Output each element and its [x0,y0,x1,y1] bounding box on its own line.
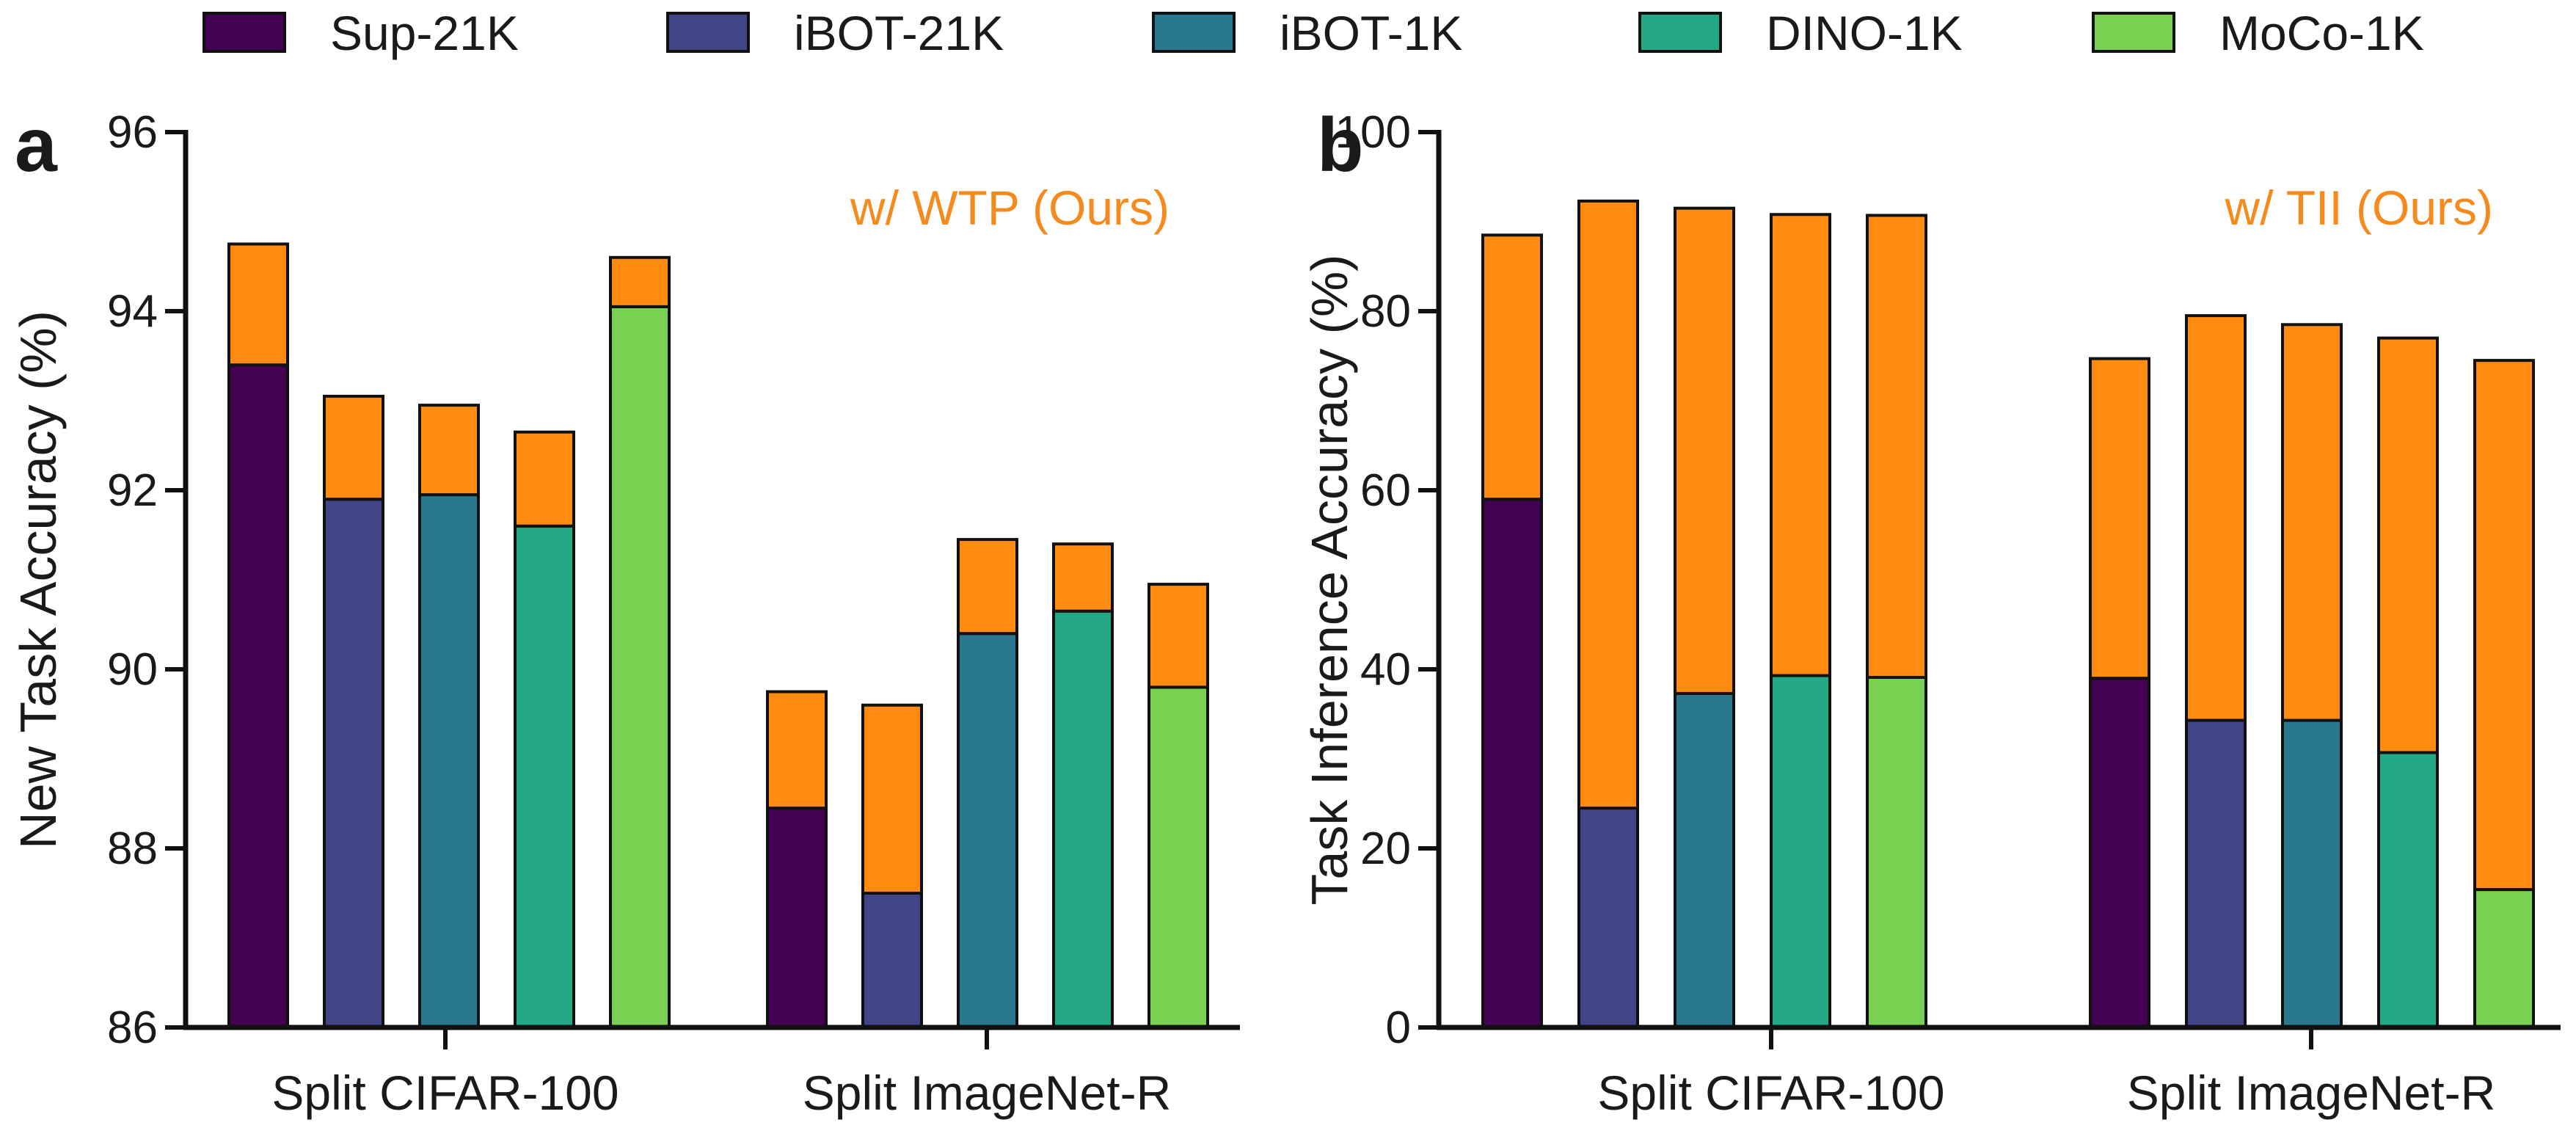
panel-b-bar-moco-1k-split-cifar-100-gain [1866,214,1927,679]
legend-label-moco-1k: MoCo-1K [2219,6,2424,60]
panel-b-bar-sup-21k-split-imagenet-r-gain [2089,357,2150,680]
panel-a-bar-ibot-1k-split-cifar-100-base [418,493,480,1029]
legend-label-sup-21k: Sup-21K [330,6,519,60]
panel-b-bar-moco-1k-split-imagenet-r-base [2473,888,2535,1029]
legend-label-dino-1k: DINO-1K [1766,6,1963,60]
panel-a-x-tick-label-split-imagenet-r: Split ImageNet-R [803,1066,1172,1120]
panel-b-bar-ibot-21k-split-cifar-100-base [1577,807,1639,1029]
panel-b-bar-ibot-21k-split-cifar-100-gain [1577,199,1639,810]
panel-b-bar-sup-21k-split-cifar-100-gain [1481,233,1543,501]
panel-a-bar-sup-21k-split-cifar-100-gain [227,242,289,367]
panel-a-bar-moco-1k-split-imagenet-r-base [1147,685,1209,1030]
panel-a-bar-moco-1k-split-imagenet-r-gain [1147,583,1209,689]
panel-a-bar-dino-1k-split-cifar-100-base [514,524,575,1029]
panel-b-bar-moco-1k-split-imagenet-r-gain [2473,359,2535,892]
panel-b-bar-ibot-21k-split-imagenet-r-gain [2185,314,2247,722]
panel-a-bar-dino-1k-split-cifar-100-gain [514,430,575,528]
panel-b-y-tick-label-20: 20 [1360,823,1411,874]
panel-b-bar-dino-1k-split-imagenet-r-base [2377,751,2439,1029]
panel-b-y-tick-label-100: 100 [1335,107,1411,158]
panel-b-y-tick-label-0: 0 [1386,1002,1411,1053]
panel-a-letter: a [15,103,58,188]
panel-a-annotation: w/ WTP (Ours) [850,181,1170,235]
panel-b-bar-dino-1k-split-cifar-100-base [1770,674,1831,1029]
panel-b-y-axis-title: Task Inference Accuracy (%) [1301,255,1358,906]
panel-b-y-tick-label-60: 60 [1360,465,1411,516]
panel-b-bar-dino-1k-split-imagenet-r-gain [2377,336,2439,754]
panel-b-letter: b [1317,103,1364,188]
panel-b-bar-dino-1k-split-cifar-100-gain [1770,213,1831,677]
panel-b-x-tick-label-split-cifar-100: Split CIFAR-100 [1597,1066,1944,1120]
panel-b-bar-ibot-1k-split-imagenet-r-base [2281,718,2343,1029]
panel-a-y-tick-label-90: 90 [107,644,158,695]
legend-swatch-sup-21k [202,12,286,53]
panel-b-bar-ibot-21k-split-imagenet-r-base [2185,718,2247,1029]
panel-b-annotation: w/ TII (Ours) [2225,181,2493,235]
legend-swatch-moco-1k [2092,12,2175,53]
panel-a-bar-sup-21k-split-imagenet-r-base [766,807,828,1029]
panel-a-y-axis-title: New Task Accuracy (%) [10,310,67,849]
panel-a-bar-ibot-21k-split-imagenet-r-gain [861,703,923,895]
panel-a-y-tick-label-88: 88 [107,823,158,874]
legend: Sup-21K iBOT-21K iBOT-1K DINO-1K MoCo-1K [202,6,2424,60]
panel-a-bar-ibot-21k-split-cifar-100-base [323,498,384,1029]
panel-b-bar-sup-21k-split-cifar-100-base [1481,498,1543,1029]
panel-b-y-tick-label-80: 80 [1360,286,1411,337]
panel-a-bar-dino-1k-split-imagenet-r-base [1052,609,1114,1029]
panel-a-y-tick-label-86: 86 [107,1002,158,1053]
panel-a-bar-sup-21k-split-cifar-100-base [227,363,289,1029]
panel-b-bar-sup-21k-split-imagenet-r-base [2089,677,2150,1029]
panel-a-y-tick-label-96: 96 [107,107,158,158]
legend-swatch-dino-1k [1638,12,1722,53]
panel-b-bar-moco-1k-split-cifar-100-base [1866,675,1927,1029]
panel-b: 0 20 40 60 80 100 Split CIFAR-100 Split ImageNe… [1301,103,2561,1120]
panel-a-bar-moco-1k-split-cifar-100-gain [609,255,671,308]
panel-a-bar-moco-1k-split-cifar-100-base [609,305,671,1029]
panel-b-bar-ibot-1k-split-imagenet-r-gain [2281,323,2343,722]
panel-a-y-tick-label-94: 94 [107,286,158,337]
panel-a-y-tick-label-92: 92 [107,465,158,516]
panel-a-bar-ibot-1k-split-cifar-100-gain [418,404,480,497]
panel-a-bar-ibot-1k-split-imagenet-r-gain [957,538,1018,636]
panel-b-y-tick-label-40: 40 [1360,644,1411,695]
panel-b-bar-ibot-1k-split-cifar-100-gain [1674,206,1735,695]
panel-a-bar-ibot-1k-split-imagenet-r-base [957,632,1018,1029]
legend-label-ibot-1k: iBOT-1K [1280,6,1462,60]
panel-b-bar-ibot-1k-split-cifar-100-base [1674,691,1735,1029]
legend-swatch-ibot-21k [666,12,750,53]
legend-swatch-ibot-1k [1152,12,1236,53]
panel-a-bar-ibot-21k-split-cifar-100-gain [323,394,384,501]
panel-a: 86 88 90 92 94 96 Split CIFAR-100 Split ImageNe… [10,103,1240,1120]
panel-a-bar-ibot-21k-split-imagenet-r-base [861,892,923,1029]
legend-label-ibot-21k: iBOT-21K [794,6,1004,60]
panel-a-bar-dino-1k-split-imagenet-r-gain [1052,542,1114,613]
panel-a-x-tick-label-split-cifar-100: Split CIFAR-100 [271,1066,619,1120]
panel-a-bar-sup-21k-split-imagenet-r-gain [766,690,828,810]
panel-b-x-tick-label-split-imagenet-r: Split ImageNet-R [2127,1066,2496,1120]
